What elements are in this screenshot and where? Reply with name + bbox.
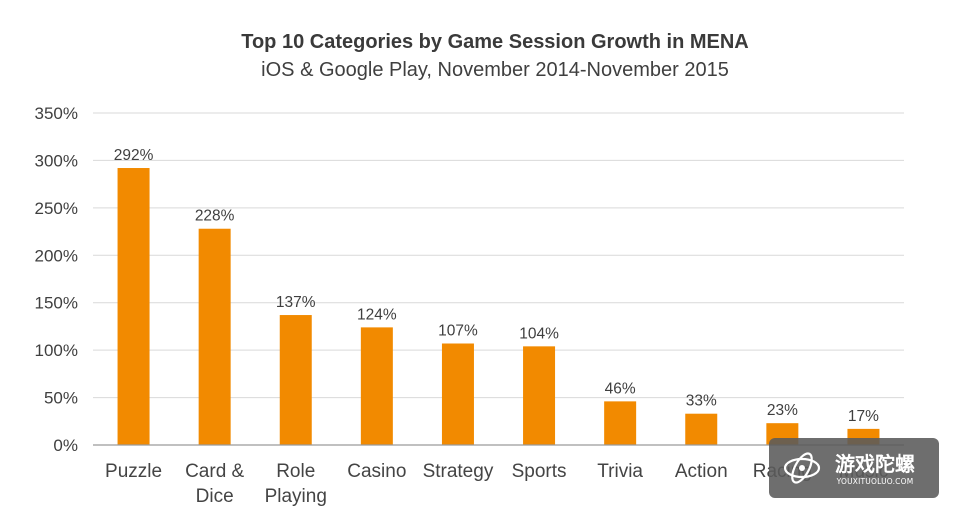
y-tick-label: 50% xyxy=(44,389,78,408)
x-tick-label: Role Playing xyxy=(265,461,327,507)
bar xyxy=(117,168,150,445)
bar-value-label: 33% xyxy=(686,393,717,410)
chart-title: Top 10 Categories by Game Session Growth… xyxy=(241,31,749,53)
bar-value-label: 23% xyxy=(767,402,798,419)
x-tick-label: Strategy xyxy=(423,461,494,482)
y-axis-ticks: 0% 50% 100% 150% 200% 250% 300% 350% xyxy=(35,104,78,455)
bar-value-label: 46% xyxy=(605,380,636,397)
x-tick-label-line: Action xyxy=(675,461,728,482)
bar xyxy=(523,346,556,445)
x-tick-label-line: Dice xyxy=(196,486,234,507)
x-tick-label: Sports xyxy=(512,461,567,482)
x-tick-label-line: Role xyxy=(276,461,315,482)
x-tick-label-line: Playing xyxy=(265,486,327,507)
x-tick-label-line: Card & xyxy=(185,461,244,482)
x-tick-label-line: Sports xyxy=(512,461,567,482)
bar xyxy=(441,343,474,445)
bar xyxy=(279,315,312,445)
y-tick-label: 100% xyxy=(35,341,78,360)
x-tick-label-line: Puzzle xyxy=(105,461,162,482)
y-tick-label: 250% xyxy=(35,199,78,218)
bars xyxy=(117,168,880,445)
bar-value-label: 137% xyxy=(276,294,316,311)
bar-value-label: 292% xyxy=(114,147,154,164)
gyroscope-logo-icon xyxy=(783,452,821,484)
x-tick-label: Puzzle xyxy=(105,461,162,482)
y-tick-label: 300% xyxy=(35,151,78,170)
y-tick-label: 0% xyxy=(53,436,78,455)
bar-value-label: 17% xyxy=(848,408,879,425)
y-tick-label: 350% xyxy=(35,104,78,123)
watermark-subtext: YOUXITUOLUO.COM xyxy=(836,477,914,486)
x-tick-label-line: Trivia xyxy=(597,461,643,482)
bar xyxy=(360,327,393,445)
watermark: 游戏陀螺 YOUXITUOLUO.COM xyxy=(769,438,939,498)
x-tick-label: Trivia xyxy=(597,461,643,482)
x-tick-label: Casino xyxy=(347,461,406,482)
x-tick-label: Card & Dice xyxy=(185,461,244,507)
y-tick-label: 200% xyxy=(35,246,78,265)
x-tick-label: Action xyxy=(675,461,728,482)
data-labels: 292% 228% 137% 124% 107% 104% 46% 33% 23% 17% xyxy=(114,147,879,425)
bar xyxy=(198,228,231,445)
chart-subtitle: iOS & Google Play, November 2014-Novembe… xyxy=(261,59,729,81)
bar xyxy=(685,413,718,445)
x-tick-label-line: Strategy xyxy=(423,461,494,482)
watermark-background xyxy=(769,438,939,498)
bar-value-label: 104% xyxy=(519,325,559,342)
bar-value-label: 124% xyxy=(357,306,397,323)
y-tick-label: 150% xyxy=(35,294,78,313)
x-tick-label-line: Casino xyxy=(347,461,406,482)
bar-value-label: 228% xyxy=(195,208,235,225)
watermark-text: 游戏陀螺 xyxy=(835,452,915,476)
bar xyxy=(604,401,637,445)
bar-value-label: 107% xyxy=(438,323,478,340)
